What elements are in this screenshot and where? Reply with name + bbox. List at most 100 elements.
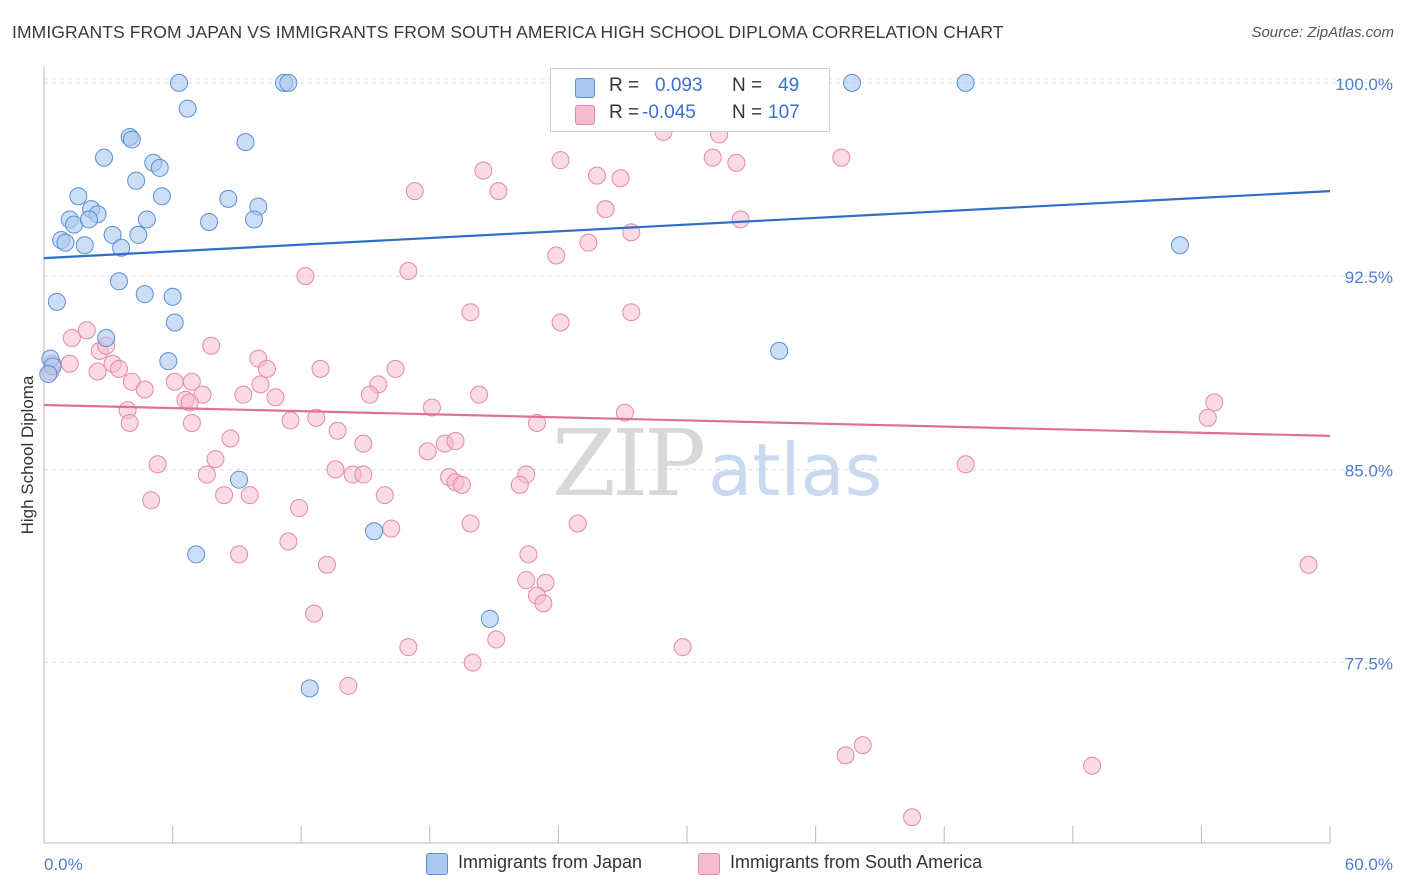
data-point-south-america	[88, 362, 107, 381]
data-point-south-america	[836, 746, 855, 765]
x-tick-label: 0.0%	[44, 855, 83, 874]
data-point-south-america	[399, 261, 418, 280]
data-point-japan	[365, 522, 384, 541]
data-point-south-america	[180, 393, 199, 412]
data-point-south-america	[296, 267, 315, 286]
data-point-south-america	[386, 359, 405, 378]
data-point-south-america	[234, 385, 253, 404]
data-point-japan	[103, 225, 122, 244]
trend-line-south-america	[43, 403, 1331, 437]
data-point-japan	[230, 470, 249, 489]
chart-title: IMMIGRANTS FROM JAPAN VS IMMIGRANTS FROM…	[12, 22, 1004, 42]
data-point-south-america	[461, 514, 480, 533]
legend-swatch-japan	[575, 78, 595, 98]
data-point-japan	[770, 341, 789, 360]
data-point-japan	[47, 292, 66, 311]
watermark-atlas: atlas	[708, 428, 883, 512]
data-point-japan	[843, 73, 862, 92]
x-tick-label: 60.0%	[1345, 855, 1393, 874]
series-south-america-points	[41, 73, 1318, 827]
data-point-japan	[112, 238, 131, 257]
data-point-south-america	[1198, 408, 1217, 427]
data-point-south-america	[77, 321, 96, 340]
data-point-japan	[56, 233, 75, 252]
data-point-japan	[165, 313, 184, 332]
data-point-south-america	[832, 148, 851, 167]
data-point-south-america	[339, 676, 358, 695]
data-point-south-america	[326, 460, 345, 479]
data-point-south-america	[487, 630, 506, 649]
data-point-south-america	[135, 380, 154, 399]
data-point-japan	[150, 158, 169, 177]
data-point-south-america	[120, 414, 139, 433]
data-point-south-america	[328, 421, 347, 440]
correlation-legend: R = 0.093 N = 49 R = -0.045 N = 107	[550, 68, 830, 132]
y-tick-label: 77.5%	[1345, 655, 1393, 674]
data-point-south-america	[470, 385, 489, 404]
data-point-south-america	[510, 475, 529, 494]
data-point-south-america	[182, 372, 201, 391]
data-point-south-america	[422, 398, 441, 417]
data-point-south-america	[596, 200, 615, 219]
bottom-legend-label-south-america: Immigrants from South America	[730, 852, 983, 872]
data-point-south-america	[622, 303, 641, 322]
legend-r-label: R =	[609, 75, 640, 96]
data-point-south-america	[903, 808, 922, 827]
data-point-south-america	[215, 486, 234, 505]
data-point-japan	[97, 328, 116, 347]
data-point-south-america	[727, 153, 746, 172]
data-point-south-america	[527, 414, 546, 433]
data-point-south-america	[197, 465, 216, 484]
data-point-japan	[163, 287, 182, 306]
data-point-south-america	[446, 432, 465, 451]
data-point-south-america	[202, 336, 221, 355]
data-point-south-america	[536, 573, 555, 592]
data-point-japan	[200, 213, 219, 232]
data-point-south-america	[60, 354, 79, 373]
y-tick-label: 85.0%	[1345, 461, 1393, 480]
data-point-japan	[75, 236, 94, 255]
data-point-south-america	[568, 514, 587, 533]
legend-sa-r: -0.045	[642, 102, 696, 123]
data-point-south-america	[463, 653, 482, 672]
trend-line-japan	[43, 190, 1331, 260]
data-point-south-america	[311, 359, 330, 378]
data-point-japan	[187, 545, 206, 564]
data-point-south-america	[360, 385, 379, 404]
data-point-south-america	[547, 246, 566, 265]
watermark: ZIPatlas	[552, 410, 882, 517]
data-point-south-america	[853, 736, 872, 755]
bottom-legend-swatch-japan	[426, 853, 448, 875]
data-point-south-america	[517, 571, 536, 590]
data-point-south-america	[110, 359, 129, 378]
data-point-japan	[127, 171, 146, 190]
data-point-south-america	[587, 166, 606, 185]
data-point-south-america	[399, 638, 418, 657]
data-point-south-america	[1299, 555, 1318, 574]
data-point-south-america	[266, 388, 285, 407]
data-point-south-america	[165, 372, 184, 391]
legend-n-label: N =	[732, 75, 763, 96]
data-point-japan	[279, 73, 298, 92]
data-point-south-america	[1083, 756, 1102, 775]
data-point-japan	[65, 215, 84, 234]
legend-sa-n: 107	[768, 102, 800, 123]
data-point-south-america	[375, 486, 394, 505]
data-point-south-america	[551, 313, 570, 332]
series-japan-points	[39, 73, 1189, 698]
data-point-japan	[110, 272, 129, 291]
tick-labels: 100.0% 92.5% 85.0% 77.5% 0.0% 60.0%	[44, 75, 1393, 874]
data-point-japan	[137, 210, 156, 229]
data-point-south-america	[673, 638, 692, 657]
data-point-south-america	[221, 429, 240, 448]
data-point-south-america	[230, 545, 249, 564]
data-point-japan	[129, 225, 148, 244]
data-point-south-america	[534, 594, 553, 613]
legend-r-label: R =	[609, 102, 640, 123]
data-point-japan	[39, 365, 58, 384]
data-point-japan	[245, 210, 264, 229]
data-point-japan	[236, 133, 255, 152]
data-point-japan	[122, 130, 141, 149]
data-point-south-america	[62, 328, 81, 347]
